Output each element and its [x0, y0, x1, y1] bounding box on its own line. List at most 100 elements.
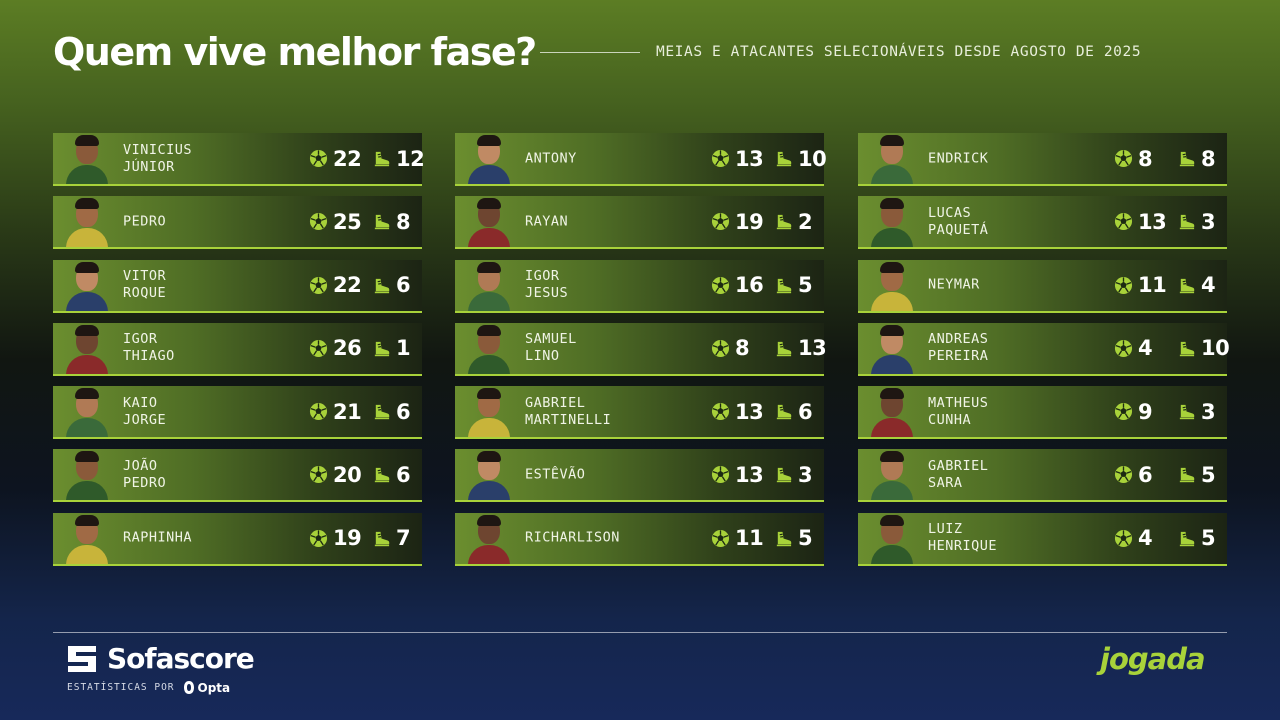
player-avatar [467, 386, 511, 438]
player-card: SAMUEL LINO 8 13 [455, 322, 827, 376]
soccer-ball-icon [309, 339, 328, 357]
player-stats: 13 3 [1109, 196, 1227, 247]
goals-value: 6 [1138, 462, 1153, 487]
player-name: IGOR THIAGO [123, 331, 253, 365]
assists-stat: 10 [774, 147, 827, 171]
player-name-line: RAYAN [525, 213, 569, 230]
soccer-ball-icon [1114, 339, 1133, 357]
assists-value: 2 [798, 209, 813, 234]
goals-value: 19 [333, 526, 362, 551]
goals-value: 16 [735, 273, 764, 298]
player-name-line: NEYMAR [928, 276, 980, 293]
assists-value: 6 [396, 462, 411, 487]
player-name-line: RICHARLISON [525, 529, 620, 546]
boot-icon [1179, 405, 1195, 420]
boot-icon [374, 151, 390, 167]
goals-value: 20 [333, 462, 362, 487]
soccer-ball-icon [711, 529, 730, 547]
assists-stat: 8 [1177, 147, 1216, 171]
player-stats: 21 6 [304, 386, 422, 437]
goals-stat: 4 [1114, 336, 1153, 361]
player-avatar [467, 513, 511, 564]
player-avatar [65, 386, 109, 438]
assists-value: 12 [396, 146, 425, 171]
assists-value: 5 [798, 526, 813, 551]
player-avatar [870, 386, 914, 438]
boot-icon [1179, 151, 1195, 167]
assists-stat: 3 [774, 462, 813, 487]
soccer-ball-icon [1114, 529, 1133, 547]
stats-by-label: ESTATÍSTICAS POR [67, 682, 175, 693]
player-stats: 13 6 [706, 386, 824, 437]
goals-value: 4 [1138, 526, 1153, 551]
player-stats: 26 1 [304, 323, 422, 374]
assists-value: 7 [396, 526, 411, 551]
goals-stat: 13 [711, 463, 764, 487]
player-name-line: IGOR [525, 268, 560, 285]
player-avatar [870, 513, 914, 564]
goals-stat: 4 [1114, 526, 1153, 551]
player-name-line: GABRIEL [525, 394, 586, 411]
player-stats: 11 5 [706, 513, 824, 564]
player-stats: 4 10 [1109, 323, 1230, 374]
goals-stat: 13 [711, 147, 764, 171]
assists-value: 3 [798, 462, 813, 487]
sofascore-logo: Sofascore [66, 642, 255, 675]
boot-icon [1179, 278, 1195, 293]
soccer-ball-icon [309, 213, 328, 231]
player-name-line: PEREIRA [928, 348, 989, 365]
boot-icon [1179, 468, 1195, 483]
assists-stat: 5 [774, 526, 813, 551]
opta-name: Opta [197, 680, 231, 695]
soccer-ball-icon [711, 466, 730, 484]
soccer-ball-icon [711, 149, 730, 168]
player-name-line: VITOR [123, 268, 167, 285]
player-name-line: JÚNIOR [123, 158, 175, 175]
player-name-line: THIAGO [123, 348, 175, 365]
player-card: IGOR THIAGO 26 1 [53, 322, 422, 376]
player-name-line: HENRIQUE [928, 538, 998, 555]
player-stats: 8 13 [706, 323, 827, 374]
boot-icon [374, 468, 390, 483]
player-name-line: ANDREAS [928, 331, 989, 348]
assists-value: 4 [1201, 273, 1216, 298]
boot-icon [374, 341, 390, 357]
player-card: LUCAS PAQUETÁ 13 3 [858, 196, 1227, 250]
soccer-ball-icon [1114, 213, 1133, 231]
player-stats: 13 10 [706, 133, 827, 184]
assists-value: 3 [1201, 209, 1216, 234]
assists-stat: 12 [372, 146, 425, 171]
player-name: SAMUEL LINO [525, 331, 655, 365]
player-stats: 16 5 [706, 260, 824, 311]
soccer-ball-icon [309, 149, 328, 168]
player-name: ANDREAS PEREIRA [928, 331, 1058, 365]
boot-icon [374, 215, 390, 230]
player-card: GABRIEL MARTINELLI 13 6 [455, 386, 824, 440]
player-avatar [467, 449, 511, 501]
goals-stat: 11 [711, 526, 764, 551]
jogada-logo: jogada [1100, 642, 1206, 676]
player-avatar [870, 196, 914, 248]
goals-value: 4 [1138, 336, 1153, 361]
player-card: NEYMAR 11 4 [858, 259, 1227, 313]
player-name-line: JOÃO [123, 457, 158, 474]
goals-value: 9 [1138, 399, 1153, 424]
player-name: KAIO JORGE [123, 395, 253, 429]
player-column: ENDRICK 8 8 LUCAS PAQUETÁ 13 3 NEYMAR 11 4 ANDREAS… [858, 133, 1230, 576]
goals-value: 13 [735, 399, 764, 424]
boot-icon [776, 341, 792, 357]
player-avatar [467, 133, 511, 184]
player-name-line: ENDRICK [928, 150, 989, 166]
sofascore-mark-icon [68, 645, 96, 672]
player-avatar [65, 196, 109, 248]
player-avatar [65, 449, 109, 501]
player-name-line: ROQUE [123, 285, 167, 302]
goals-value: 21 [333, 399, 362, 424]
player-name-line: LINO [525, 348, 560, 365]
goals-value: 11 [735, 526, 764, 551]
player-column: ANTONY 13 10 RAYAN 19 2 IGOR JESUS 16 5 SAMUEL LINO… [455, 133, 827, 576]
goals-stat: 25 [309, 210, 362, 234]
